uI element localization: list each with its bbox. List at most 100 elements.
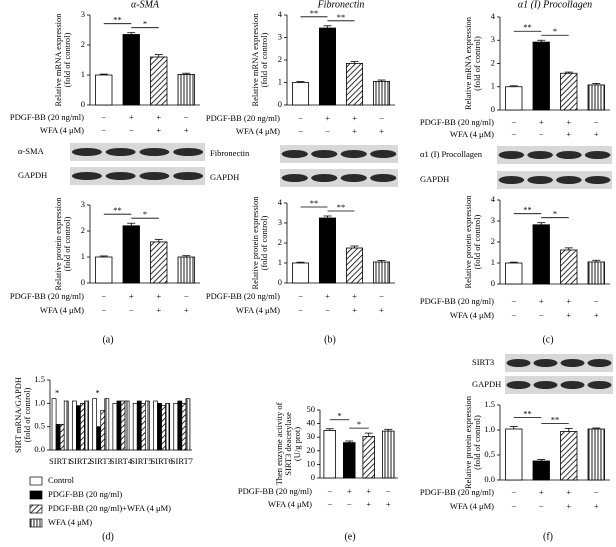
y-tick-label: 0 bbox=[491, 278, 495, 288]
blot-band bbox=[506, 359, 531, 367]
significance-label: * bbox=[143, 209, 147, 219]
condition-sign: − bbox=[298, 305, 303, 315]
y-axis-label: Relative protein expression bbox=[463, 195, 473, 289]
condition-sign: − bbox=[184, 291, 189, 301]
x-tick-label: SIRT5 bbox=[130, 456, 152, 466]
significance-label: ** bbox=[523, 22, 532, 32]
bar bbox=[150, 241, 168, 284]
y-tick-label: 20 bbox=[307, 445, 316, 455]
blot-label: α1 (I) Procollagen bbox=[420, 149, 483, 159]
bar bbox=[95, 74, 113, 106]
condition-sign: + bbox=[156, 125, 161, 135]
condition-sign: + bbox=[325, 291, 330, 301]
condition-label: PDGF-BB (20 ng/ml) bbox=[238, 486, 312, 496]
blot-band bbox=[527, 176, 553, 184]
condition-sign: + bbox=[156, 291, 161, 301]
condition-label: WFA (4 μM) bbox=[40, 305, 84, 315]
condition-sign: − bbox=[298, 291, 303, 301]
condition-sign: − bbox=[511, 117, 516, 127]
blot-label: GAPDH bbox=[18, 170, 47, 180]
condition-label: PDGF-BB (20 ng/ml) bbox=[10, 112, 84, 122]
bar bbox=[318, 217, 336, 284]
condition-sign: + bbox=[325, 113, 330, 123]
bar bbox=[532, 224, 550, 285]
y-tick-label: 2 bbox=[81, 225, 85, 235]
bar bbox=[185, 398, 191, 451]
panel-label: (d) bbox=[102, 531, 114, 542]
significance-label: * bbox=[337, 411, 341, 421]
y-tick-label: 1 bbox=[491, 257, 495, 267]
bar bbox=[165, 402, 171, 451]
condition-sign: + bbox=[379, 305, 384, 315]
y-tick-label: 4 bbox=[491, 11, 496, 21]
y-tick-label: 0 bbox=[491, 104, 495, 114]
bar bbox=[177, 74, 195, 106]
condition-sign: + bbox=[379, 126, 384, 136]
significance-label: * bbox=[553, 209, 557, 219]
condition-sign: − bbox=[129, 305, 134, 315]
condition-sign: + bbox=[539, 296, 544, 306]
bar bbox=[157, 402, 162, 451]
significance-label: * bbox=[143, 19, 147, 29]
condition-sign: − bbox=[511, 296, 516, 306]
bar bbox=[291, 82, 309, 106]
condition-sign: + bbox=[156, 112, 161, 122]
bar bbox=[132, 402, 138, 451]
bar bbox=[124, 400, 130, 451]
x-tick-label: SIRT1 bbox=[49, 456, 71, 466]
y-axis-label: Relative protein expression bbox=[53, 197, 63, 291]
y-tick-label: 1.0 bbox=[34, 397, 45, 407]
legend-swatch bbox=[29, 490, 43, 500]
bar bbox=[84, 400, 89, 451]
y-axis-label: (fold of control) bbox=[472, 36, 482, 91]
condition-label: PDGF-BB (20 ng/ml) bbox=[10, 291, 84, 301]
condition-sign: + bbox=[594, 310, 599, 320]
bar bbox=[532, 460, 550, 481]
condition-sign: − bbox=[594, 487, 599, 497]
condition-sign: − bbox=[327, 499, 332, 509]
y-tick-label: 0.0 bbox=[34, 444, 45, 454]
y-tick-label: 50 bbox=[307, 404, 316, 414]
bar bbox=[122, 225, 140, 284]
bar bbox=[177, 256, 195, 284]
significance-label: ** bbox=[113, 205, 122, 215]
blot-strip bbox=[505, 376, 613, 394]
blot-band bbox=[533, 359, 558, 367]
y-tick-label: 0.0 bbox=[484, 474, 495, 484]
condition-sign: + bbox=[566, 487, 571, 497]
condition-sign: + bbox=[539, 117, 544, 127]
y-axis-label: Then enzyme activity of bbox=[274, 402, 284, 485]
bar bbox=[112, 402, 118, 451]
bar bbox=[505, 262, 523, 285]
bar bbox=[63, 400, 69, 451]
condition-label: WFA (4 μM) bbox=[40, 125, 84, 135]
condition-label: PDGF-BB (20 ng/ml) bbox=[206, 113, 280, 123]
bar bbox=[140, 402, 146, 451]
condition-sign: − bbox=[539, 129, 544, 139]
y-tick-label: 0 bbox=[278, 99, 282, 109]
legend-swatch bbox=[29, 476, 43, 486]
blot-strip bbox=[70, 167, 205, 185]
y-tick-label: 10 bbox=[307, 458, 316, 468]
blot-band bbox=[340, 150, 367, 158]
panel-label: (b) bbox=[324, 334, 336, 345]
bar bbox=[120, 400, 126, 451]
condition-label: PDGF-BB (20 ng/ml) bbox=[420, 117, 494, 127]
y-tick-label: 2 bbox=[491, 236, 495, 246]
blot-band bbox=[173, 148, 204, 156]
y-tick-label: 2 bbox=[278, 54, 282, 64]
blot-strip bbox=[280, 169, 398, 187]
blot-band bbox=[71, 148, 102, 156]
y-tick-label: 3 bbox=[278, 31, 282, 41]
bar bbox=[587, 428, 605, 481]
y-tick-label: 3 bbox=[491, 215, 495, 225]
condition-sign: − bbox=[379, 291, 384, 301]
condition-sign: + bbox=[352, 113, 357, 123]
bar bbox=[51, 398, 57, 451]
blot-label: SIRT3 bbox=[472, 357, 494, 367]
significance-label: ** bbox=[523, 408, 532, 418]
condition-sign: − bbox=[298, 126, 303, 136]
significance-label: ** bbox=[337, 12, 346, 22]
condition-sign: + bbox=[366, 499, 371, 509]
blot-strip bbox=[497, 171, 612, 189]
